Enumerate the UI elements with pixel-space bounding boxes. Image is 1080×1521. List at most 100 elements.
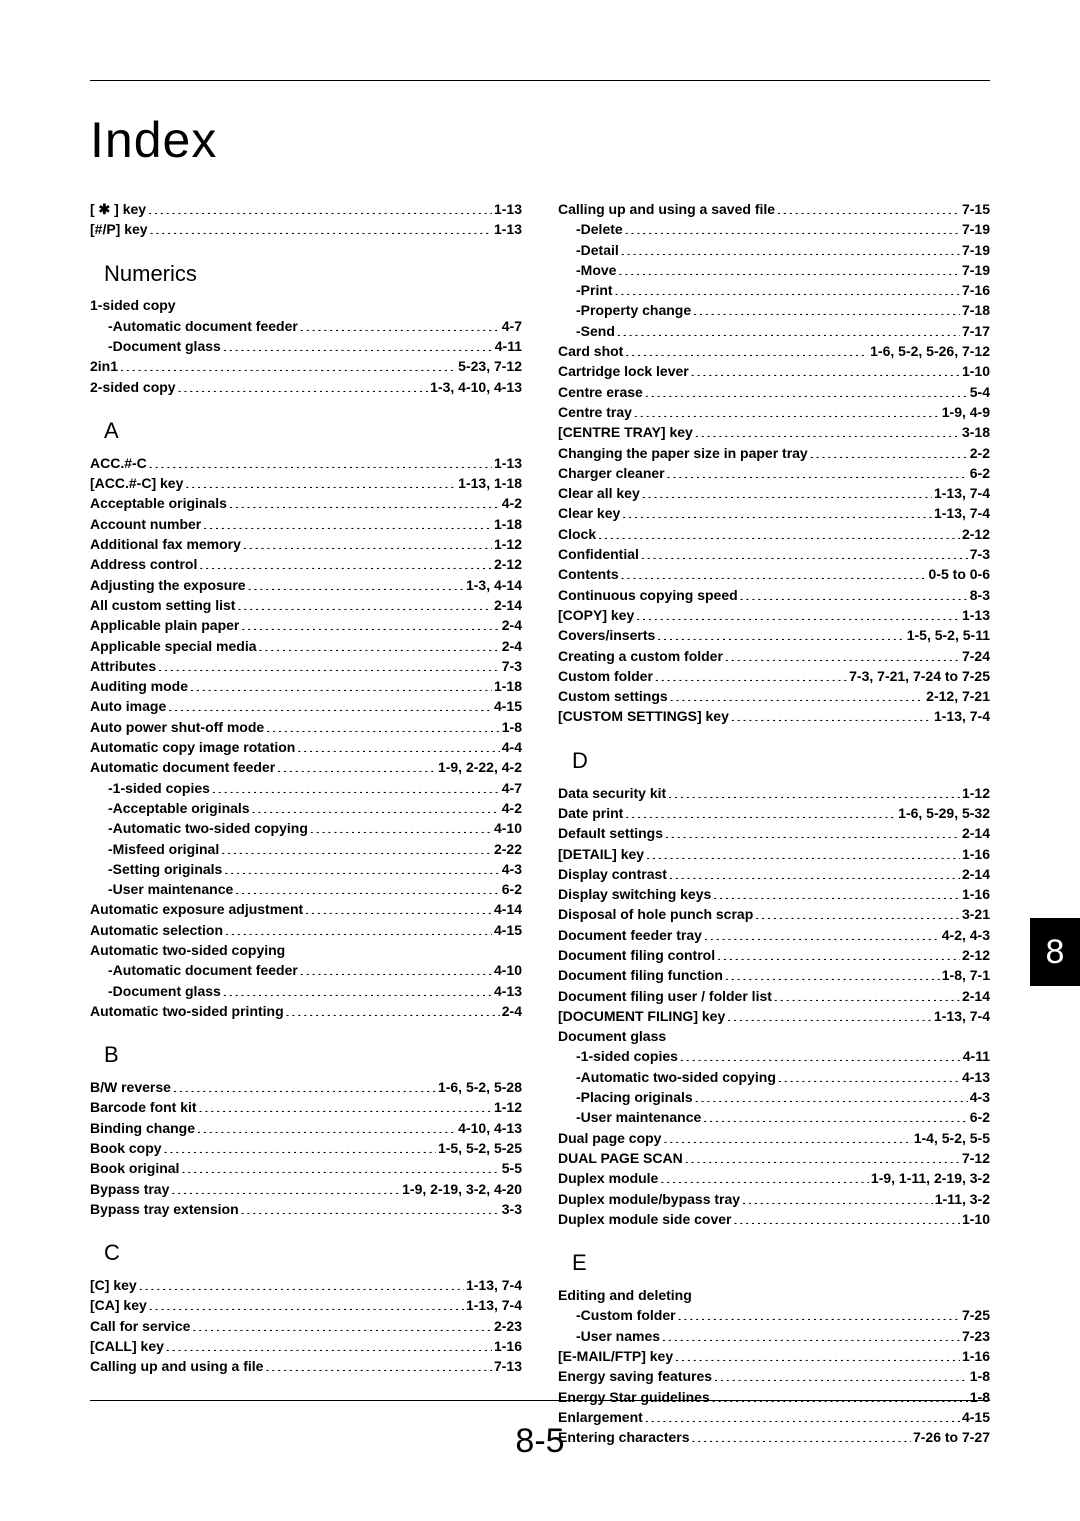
entry-pages: 2-4 (502, 636, 522, 656)
index-subentry: -Automatic two-sided copying 4-10 (90, 818, 522, 838)
index-entry: Automatic two-sided copying (90, 940, 522, 960)
index-subentry: -Misfeed original2-22 (90, 839, 522, 859)
leader-dots (665, 824, 960, 838)
index-entry: Automatic two-sided printing2-4 (90, 1001, 522, 1021)
index-entry: Energy Star guidelines1-8 (558, 1387, 990, 1407)
entry-pages: 7-19 (962, 240, 990, 260)
entry-label: [#/P] key (90, 219, 148, 239)
entry-pages: 1-13 (962, 605, 990, 625)
entry-label: 2in1 (90, 356, 118, 376)
entry-pages: 4-7 (502, 778, 522, 798)
index-entry: Adjusting the exposure1-3, 4-14 (90, 575, 522, 595)
entry-label: -Automatic two-sided copying (108, 818, 308, 838)
entry-label: -Placing originals (576, 1087, 693, 1107)
index-entry: [CENTRE TRAY] key3-18 (558, 422, 990, 442)
leader-dots (655, 667, 847, 681)
entry-label: Date print (558, 803, 623, 823)
leader-dots (725, 647, 960, 661)
entry-label: -Document glass (108, 981, 221, 1001)
leader-dots (621, 241, 960, 255)
entry-label: -1-sided copies (576, 1046, 678, 1066)
entry-label: [ ✱ ] key (90, 199, 146, 219)
entry-label: Attributes (90, 656, 156, 676)
entry-label: [DOCUMENT FILING] key (558, 1006, 725, 1026)
index-entry: [COPY] key1-13 (558, 605, 990, 625)
index-entry: Document glass (558, 1026, 990, 1046)
leader-dots (641, 545, 968, 559)
leader-dots (685, 1149, 960, 1163)
entry-pages: 1-9, 4-9 (942, 402, 990, 422)
leader-dots (668, 784, 960, 798)
entry-pages: 4-11 (963, 1046, 990, 1066)
entry-pages: 1-10 (962, 361, 990, 381)
page-number: 8-5 (0, 1422, 1080, 1461)
index-subentry: -Send7-17 (558, 321, 990, 341)
leader-dots (693, 301, 960, 315)
index-entry: Display switching keys1-16 (558, 884, 990, 904)
entry-pages: 7-19 (962, 260, 990, 280)
leader-dots (192, 1317, 492, 1331)
index-entry: Disposal of hole punch scrap3-21 (558, 904, 990, 924)
entry-label: Continuous copying speed (558, 585, 738, 605)
leader-dots (150, 220, 492, 234)
index-entry: Call for service2-23 (90, 1316, 522, 1336)
leader-dots (185, 474, 456, 488)
leader-dots (139, 1276, 464, 1290)
index-entry: ACC.#-C1-13 (90, 453, 522, 473)
entry-pages: 2-12 (962, 945, 990, 965)
entry-pages: 7-3 (970, 544, 990, 564)
entry-pages: 2-22 (494, 839, 522, 859)
index-entry: Book original5-5 (90, 1158, 522, 1178)
section-heading: Numerics (104, 258, 522, 290)
index-entry: Centre tray1-9, 4-9 (558, 402, 990, 422)
entry-pages: 5-5 (502, 1158, 522, 1178)
index-entry: Editing and deleting (558, 1285, 990, 1305)
entry-pages: 4-10 (494, 818, 522, 838)
entry-pages: 0-5 to 0-6 (929, 564, 990, 584)
entry-label: Energy saving features (558, 1366, 712, 1386)
entry-label: Contents (558, 564, 619, 584)
entry-label: B/W reverse (90, 1077, 171, 1097)
entry-pages: 4-10, 4-13 (458, 1118, 522, 1138)
entry-pages: 2-12 (494, 554, 522, 574)
entry-label: -Property change (576, 300, 691, 320)
entry-label: -Detail (576, 240, 619, 260)
index-entry: Calling up and using a saved file 7-15 (558, 199, 990, 219)
entry-pages: 7-13 (494, 1356, 522, 1376)
leader-dots (646, 845, 960, 859)
entry-pages: 3-18 (962, 422, 990, 442)
entry-pages: 1-12 (494, 534, 522, 554)
entry-pages: 1-13, 7-4 (466, 1295, 522, 1315)
index-entry: Automatic copy image rotation4-4 (90, 737, 522, 757)
index-entry: Account number1-18 (90, 514, 522, 534)
entry-label: Card shot (558, 341, 623, 361)
index-entry: Applicable plain paper2-4 (90, 615, 522, 635)
leader-dots (704, 926, 940, 940)
entry-label: Duplex module (558, 1168, 658, 1188)
entry-label: Bypass tray extension (90, 1199, 239, 1219)
entry-label: -Setting originals (108, 859, 222, 879)
leader-dots (212, 779, 500, 793)
section-heading: A (104, 415, 522, 447)
leader-dots (223, 337, 493, 351)
leader-dots (663, 1129, 911, 1143)
leader-dots (248, 576, 464, 590)
entry-pages: 4-13 (962, 1067, 990, 1087)
entry-pages: 1-16 (962, 1346, 990, 1366)
entry-label: Display switching keys (558, 884, 711, 904)
entry-pages: 7-15 (962, 199, 990, 219)
leader-dots (259, 637, 500, 651)
index-entry: Auto image4-15 (90, 696, 522, 716)
index-entry: Bypass tray extension3-3 (90, 1199, 522, 1219)
entry-label: Clock (558, 524, 596, 544)
entry-pages: 1-13, 7-4 (934, 1006, 990, 1026)
leader-dots (277, 758, 436, 772)
entry-label: Calling up and using a saved file (558, 199, 775, 219)
entry-label: -Automatic document feeder (108, 316, 298, 336)
leader-dots (742, 1190, 933, 1204)
entry-label: -1-sided copies (108, 778, 210, 798)
entry-label: Duplex module side cover (558, 1209, 732, 1229)
entry-pages: 2-14 (962, 864, 990, 884)
leader-dots (286, 1002, 500, 1016)
entry-pages: 7-18 (962, 300, 990, 320)
